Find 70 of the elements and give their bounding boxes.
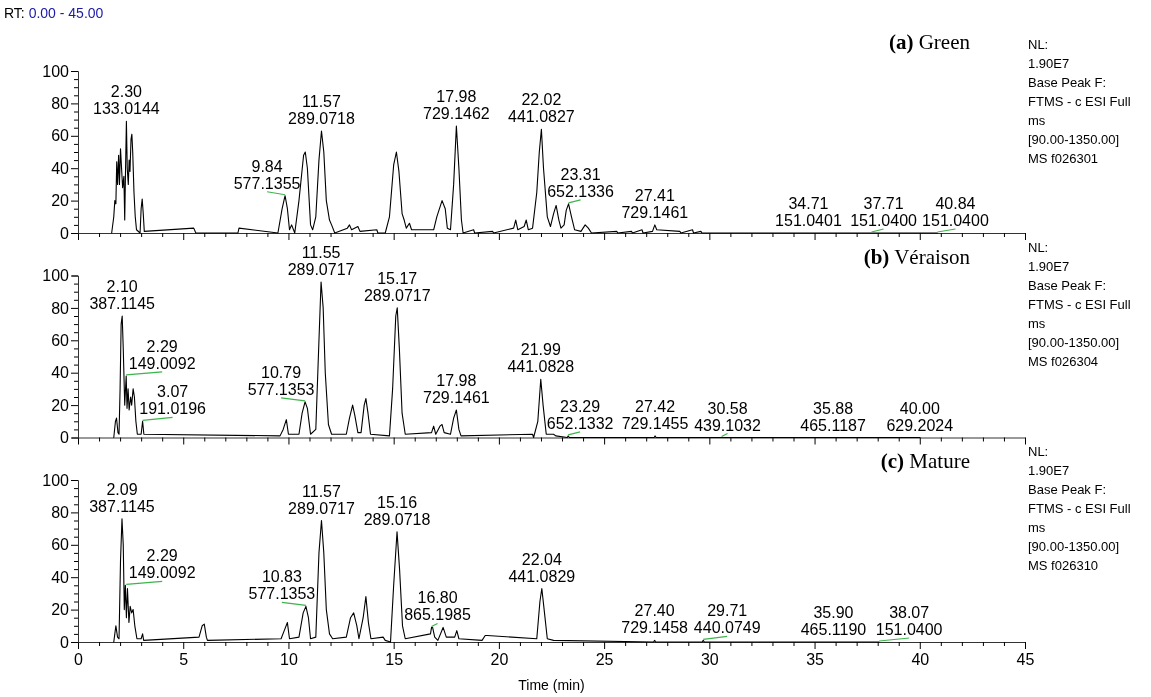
annotation: 10.83 577.1353	[248, 568, 316, 603]
annotation: 40.00 629.2024	[886, 399, 954, 434]
y-tick-label: 60	[51, 536, 70, 554]
annotation: 15.17 289.0717	[363, 269, 431, 304]
x-tick-label: 5	[179, 651, 189, 669]
annotation: 10.79 577.1353	[247, 363, 315, 398]
y-tick-label: 100	[42, 267, 70, 285]
annotation: 2.29 149.0092	[128, 547, 196, 582]
annotation: 30.58 439.1032	[694, 399, 762, 434]
y-tick-label: 40	[51, 568, 70, 586]
annotation: 11.55 289.0717	[287, 243, 355, 278]
y-tick-label: 60	[51, 127, 70, 145]
annotation: 2.29 149.0092	[128, 337, 196, 372]
y-tick-label: 100	[42, 471, 70, 489]
annotation: 11.57 289.0717	[288, 482, 355, 517]
text: NL: 1.90E7 Base Peak F: FTMS - c ESI Full ms [90.00-1350.00] MS f026304	[1028, 239, 1131, 369]
y-tick-label: 80	[51, 299, 70, 317]
annotation: 9.84 577.1355	[233, 157, 301, 192]
x-tick-label: 10	[280, 651, 298, 669]
text: NL: 1.90E7 Base Peak F: FTMS - c ESI Full ms [90.00-1350.00] MS f026310	[1028, 444, 1131, 573]
annotation: 35.88 465.1187	[800, 399, 866, 434]
annotation: 17.98 729.1462	[423, 88, 490, 123]
y-tick-label: 80	[51, 504, 70, 522]
annotation: 35.90 465.1190	[800, 604, 867, 638]
y-tick-label: 20	[51, 601, 70, 619]
annotation: 16.80 865.1985	[404, 589, 472, 624]
x-tick-label: 45	[1016, 651, 1035, 669]
annotation: 40.84 151.0400	[922, 195, 989, 229]
annotation: 2.30 133.0144	[93, 83, 160, 118]
annotation: 29.71 440.0749	[693, 602, 761, 637]
annotation: 27.41 729.1461	[621, 186, 689, 221]
annotation: 2.10 387.1145	[89, 278, 156, 312]
annotation: 37.71 151.0400	[850, 195, 918, 229]
chart-title: (c) Mature	[880, 449, 970, 473]
y-tick-label: 40	[51, 159, 70, 177]
annotation: 2.09 387.1145	[89, 480, 155, 515]
chart-title: (b) Véraison	[863, 244, 971, 269]
y-tick-label: 20	[51, 396, 70, 414]
annotation: 27.40 729.1458	[621, 602, 689, 637]
x-tick-label: 20	[490, 651, 509, 669]
y-tick-label: 100	[42, 62, 70, 80]
y-tick-label: 80	[51, 95, 70, 113]
x-axis-title: Time (min)	[518, 677, 585, 693]
annotation: 23.31 652.1336	[547, 165, 615, 200]
annotation: 22.02 441.0827	[508, 91, 575, 126]
annotation: 23.29 652.1332	[546, 397, 614, 432]
annotation: 15.16 289.0718	[363, 493, 431, 528]
y-tick-label: 20	[51, 192, 70, 210]
text: NL: 1.90E7 Base Peak F: FTMS - c ESI Full ms [90.00-1350.00] MS f026301	[1028, 37, 1131, 166]
x-tick-label: 0	[74, 651, 84, 669]
annotation: 27.42 729.1455	[621, 397, 689, 432]
chart-subtitle: RT: 0.00 - 45.00	[4, 5, 104, 21]
y-tick-label: 0	[60, 429, 70, 447]
x-tick-label: 40	[911, 651, 930, 669]
y-tick-label: 40	[51, 364, 70, 382]
annotation: 3.07 191.0196	[139, 383, 207, 418]
y-tick-label: 0	[60, 224, 70, 242]
x-tick-label: 35	[806, 651, 825, 669]
chart-title: (a) Green	[888, 30, 971, 54]
annotation: 21.99 441.0828	[507, 341, 575, 376]
y-tick-label: 60	[51, 331, 70, 349]
annotation: 11.57 289.0718	[288, 92, 355, 127]
annotation: 38.07 151.0400	[875, 604, 943, 638]
annotation: 17.98 729.1461	[423, 371, 490, 406]
x-tick-label: 15	[385, 651, 404, 669]
y-tick-label: 0	[60, 633, 70, 651]
x-tick-label: 25	[595, 651, 614, 669]
annotation: 34.71 151.0401	[775, 195, 842, 229]
x-tick-label: 30	[700, 651, 719, 669]
annotation: 22.04 441.0829	[508, 550, 576, 585]
